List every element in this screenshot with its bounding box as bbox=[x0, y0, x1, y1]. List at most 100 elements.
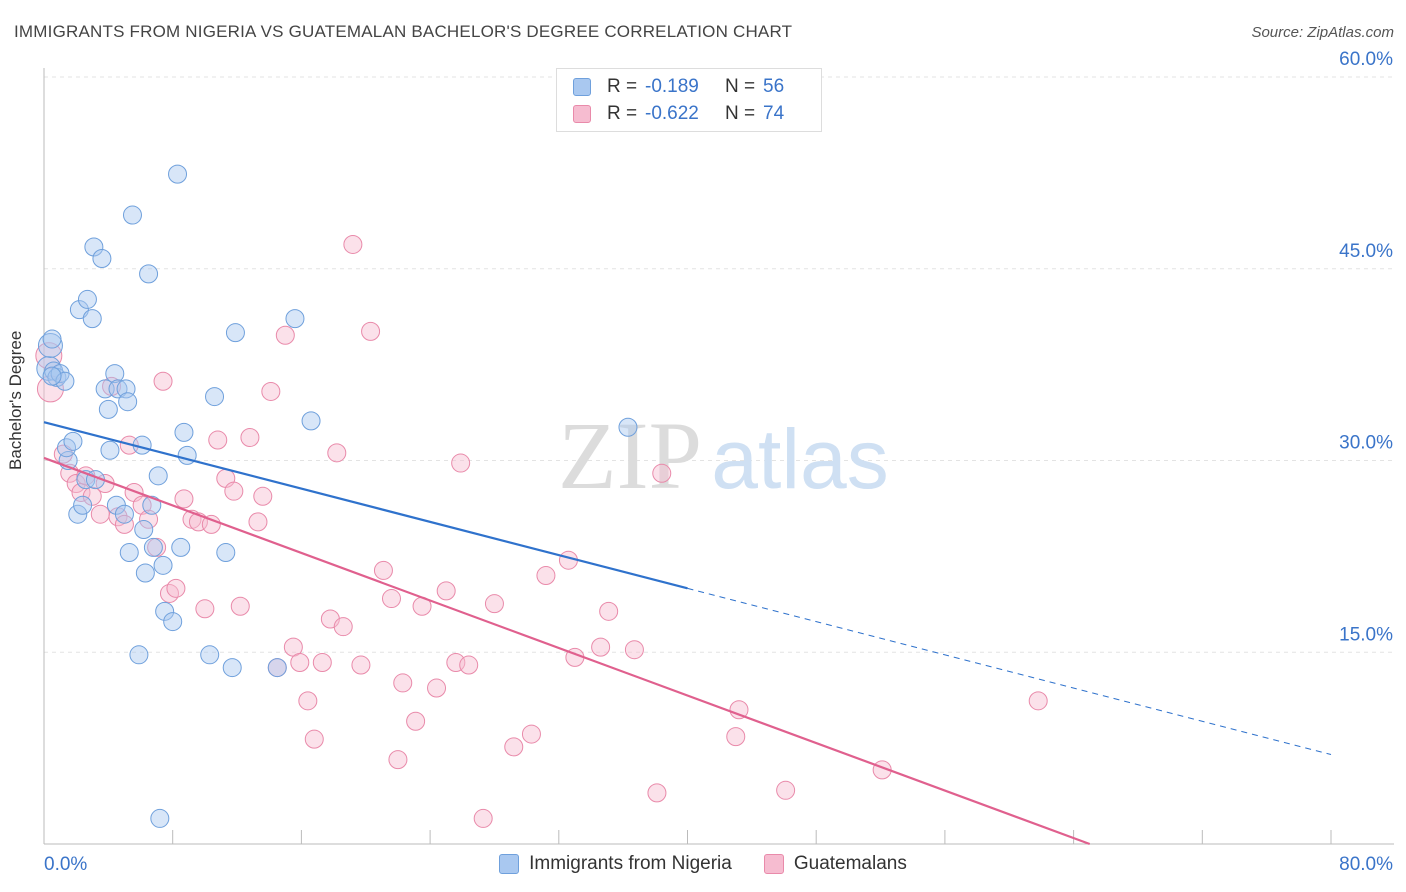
nigeria-point bbox=[95, 379, 115, 399]
guatemalans-point bbox=[729, 700, 749, 720]
nigeria-point bbox=[153, 555, 173, 575]
guatemalans-point bbox=[174, 489, 194, 509]
guatemalans-point bbox=[343, 234, 363, 254]
series-legend: Immigrants from Nigeria Guatemalans bbox=[0, 852, 1406, 876]
guatemalans-point bbox=[484, 594, 504, 614]
guatemalans-point bbox=[240, 427, 260, 447]
nigeria-point bbox=[55, 371, 75, 391]
guatemalans-point bbox=[166, 578, 186, 598]
guatemalans-point bbox=[327, 443, 347, 463]
nigeria-point bbox=[42, 366, 62, 386]
legend-swatch-pink bbox=[763, 854, 784, 874]
y-tick-label: 30.0% bbox=[1339, 433, 1393, 454]
nigeria-point bbox=[222, 658, 242, 678]
nigeria-point bbox=[143, 537, 163, 557]
nigeria-point bbox=[285, 309, 305, 329]
guatemalans-point bbox=[304, 729, 324, 749]
nigeria-point bbox=[150, 808, 170, 828]
nigeria-point bbox=[171, 537, 191, 557]
guatemalans-point bbox=[647, 783, 667, 803]
legend-r-value: -0.189 bbox=[645, 76, 699, 97]
legend-label-nigeria: Immigrants from Nigeria bbox=[529, 853, 732, 874]
guatemalans-points bbox=[35, 234, 1048, 828]
guatemalans-point bbox=[373, 560, 393, 580]
trend-lines bbox=[43, 421, 1332, 846]
nigeria-point bbox=[200, 645, 220, 665]
legend-swatch-blue bbox=[499, 854, 520, 874]
nigeria-point bbox=[122, 205, 142, 225]
guatemalans-point bbox=[726, 727, 746, 747]
nigeria-point bbox=[84, 237, 104, 257]
legend-swatch-blue bbox=[573, 78, 591, 96]
nigeria-trend-line bbox=[43, 421, 688, 590]
guatemalans-point bbox=[776, 780, 796, 800]
nigeria-point bbox=[42, 329, 62, 349]
legend-n-value: 74 bbox=[763, 103, 785, 124]
grid-lines bbox=[44, 76, 1394, 653]
nigeria-point bbox=[37, 332, 63, 358]
guatemalans-point bbox=[388, 750, 408, 770]
legend-item-guatemalans[interactable]: Guatemalans bbox=[763, 853, 907, 875]
guatemalans-point bbox=[427, 678, 447, 698]
nigeria-point bbox=[301, 411, 321, 431]
legend-r-value: -0.622 bbox=[645, 103, 699, 124]
chart-title: IMMIGRANTS FROM NIGERIA VS GUATEMALAN BA… bbox=[14, 22, 793, 41]
x-tick-label-min: 0.0% bbox=[44, 854, 87, 875]
nigeria-point bbox=[142, 495, 162, 515]
guatemalans-point bbox=[224, 481, 244, 501]
nigeria-point bbox=[100, 440, 120, 460]
nigeria-point bbox=[92, 249, 112, 269]
guatemalans-point bbox=[361, 321, 381, 341]
guatemalans-point bbox=[132, 495, 152, 515]
y-tick-label: 45.0% bbox=[1339, 241, 1393, 262]
guatemalans-point bbox=[159, 583, 179, 603]
legend-label-guatemalans: Guatemalans bbox=[793, 853, 907, 874]
guatemalans-point bbox=[652, 463, 672, 483]
guatemalans-point bbox=[393, 673, 413, 693]
nigeria-point bbox=[129, 645, 149, 665]
nigeria-point bbox=[618, 417, 638, 437]
nigeria-point bbox=[267, 658, 287, 678]
guatemalans-point bbox=[406, 711, 426, 731]
guatemalans-point bbox=[298, 691, 318, 711]
legend-n-label: N = bbox=[725, 76, 756, 97]
nigeria-point bbox=[225, 323, 245, 343]
watermark-zip: ZIP bbox=[558, 402, 702, 509]
nigeria-point bbox=[105, 364, 125, 384]
guatemalans-point bbox=[275, 325, 295, 345]
y-tick-label: 60.0% bbox=[1339, 49, 1393, 70]
guatemalans-point bbox=[195, 599, 215, 619]
guatemalans-point bbox=[153, 371, 173, 391]
legend-n-label: N = bbox=[725, 103, 756, 124]
guatemalans-point bbox=[333, 617, 353, 637]
guatemalans-point bbox=[473, 808, 493, 828]
guatemalans-point bbox=[66, 474, 86, 494]
y-tick-label: 15.0% bbox=[1339, 624, 1393, 645]
legend-row-nigeria: R = -0.189 N = 56 bbox=[573, 74, 784, 100]
guatemalans-point bbox=[312, 652, 332, 672]
nigeria-point bbox=[205, 387, 225, 407]
nigeria-point bbox=[118, 392, 138, 412]
guatemalans-point bbox=[208, 430, 228, 450]
nigeria-point bbox=[216, 543, 236, 563]
guatemalans-point bbox=[451, 453, 471, 473]
legend-item-nigeria[interactable]: Immigrants from Nigeria bbox=[499, 853, 732, 875]
legend-r-label: R = bbox=[607, 103, 638, 124]
source-label: Source: ZipAtlas.com bbox=[1251, 24, 1394, 41]
guatemalans-point bbox=[290, 652, 310, 672]
legend-n-value: 56 bbox=[763, 76, 785, 97]
guatemalans-point bbox=[624, 640, 644, 660]
watermark: ZIP atlas bbox=[558, 402, 889, 509]
legend-row-guatemalans: R = -0.622 N = 74 bbox=[573, 101, 784, 127]
axes bbox=[43, 68, 1394, 845]
guatemalans-point bbox=[351, 655, 371, 675]
y-axis-label: Bachelor's Degree bbox=[6, 330, 25, 470]
nigeria-point bbox=[139, 264, 159, 284]
legend-r-label: R = bbox=[607, 76, 638, 97]
guatemalans-point bbox=[504, 737, 524, 757]
nigeria-point bbox=[82, 309, 102, 329]
guatemalans-trend-line bbox=[43, 456, 1091, 846]
guatemalans-point bbox=[201, 514, 221, 534]
guatemalans-point bbox=[536, 566, 556, 586]
